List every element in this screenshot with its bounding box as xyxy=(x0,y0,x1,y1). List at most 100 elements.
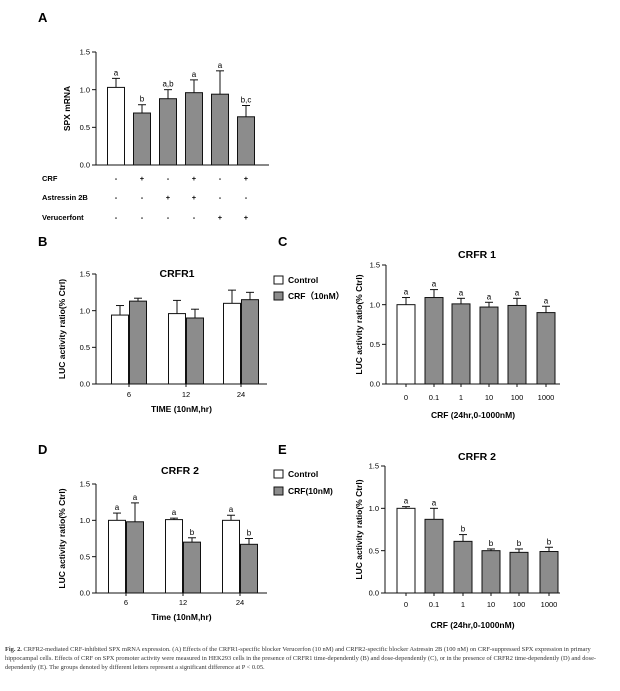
panel-e-xtick-label: 10 xyxy=(487,600,495,609)
panel-b-bar-crf xyxy=(129,300,147,385)
panel-a-sig-letter: a,b xyxy=(162,80,174,89)
panel-a-bar xyxy=(107,86,125,166)
panel-d-ytick-label: 0.5 xyxy=(80,552,90,561)
panel-e-xtick-label: 1000 xyxy=(541,600,558,609)
figure-canvas: A 0.0 0.5 1.0 1.5 SPX mRNA a b a,b a a b,c CRF - + - + - +… xyxy=(38,10,560,630)
panel-d-sig-letter: b xyxy=(190,528,195,537)
panel-c-sig-letter: a xyxy=(404,288,409,297)
panel-c-xtick-label: 0 xyxy=(404,393,408,402)
panel-e-title: CRFR 2 xyxy=(458,451,496,463)
panel-e-bar xyxy=(509,551,529,594)
panel-e-ytick-label: 0.0 xyxy=(369,589,379,598)
panel-d-legend-label: CRF(10nM) xyxy=(288,486,333,496)
panel-c-xtick-label: 1 xyxy=(459,393,463,402)
caption-label: Fig. 2. xyxy=(5,646,22,653)
panel-e-ytick-label: 1.0 xyxy=(369,504,379,513)
panel-b-ytick-label: 1.0 xyxy=(80,306,90,315)
panel-a-letter: A xyxy=(38,10,48,25)
panel-b-xlabel: TIME (10nM,hr) xyxy=(151,404,212,414)
panel-a-ytick-label: 0.5 xyxy=(80,123,90,132)
panel-a-condition-mark: - xyxy=(245,193,248,202)
panel-c-sig-letter: a xyxy=(432,280,437,289)
panel-c-xtick-label: 0.1 xyxy=(429,393,439,402)
panel-b-bar-crf xyxy=(186,317,204,385)
panel-c-bar xyxy=(396,304,416,385)
panel-e-ylabel: LUC activity ratio(% Ctrl) xyxy=(354,479,364,579)
panel-a-condition-mark: - xyxy=(141,193,144,202)
panel-d-legend-swatch-control xyxy=(273,469,284,479)
panel-c-bar xyxy=(536,312,556,385)
panel-b-xtick-label: 24 xyxy=(237,390,245,399)
panel-a-condition-mark: + xyxy=(140,174,145,183)
panel-d-xtick-label: 6 xyxy=(124,598,128,607)
panel-a-condition-mark: + xyxy=(166,193,171,202)
panel-e-ytick-label: 1.5 xyxy=(369,462,379,471)
panel-e-bar xyxy=(453,540,473,594)
panel-b-ytick-label: 0.0 xyxy=(80,380,90,389)
panel-d-xtick-label: 12 xyxy=(179,598,187,607)
panel-c-letter: C xyxy=(278,234,288,249)
panel-e-letter: E xyxy=(278,442,287,457)
panel-a-bar xyxy=(159,98,177,166)
panel-b-bar-control xyxy=(223,302,241,385)
panel-e-sig-letter: a xyxy=(432,498,437,507)
panel-b-legend-label: CRF（10nM） xyxy=(288,291,344,301)
panel-c-sig-letter: a xyxy=(515,288,520,297)
panel-a-ytick-label: 1.0 xyxy=(80,85,90,94)
panel-b-bar-control xyxy=(111,314,129,385)
panel-c-ytick-label: 0.5 xyxy=(370,340,380,349)
panel-d-title: CRFR 2 xyxy=(161,465,199,477)
panel-c-ytick-label: 0.0 xyxy=(370,380,380,389)
panel-a-condition-mark: - xyxy=(115,213,118,222)
panel-a-bar xyxy=(133,112,151,166)
panel-e-ytick-label: 0.5 xyxy=(369,546,379,555)
panel-d-ylabel: LUC activity ratio(% Ctrl) xyxy=(57,488,67,588)
panel-e-xtick-label: 0 xyxy=(404,600,408,609)
panel-c-xtick-label: 10 xyxy=(485,393,493,402)
panel-a-sig-letter: a xyxy=(192,70,197,79)
panel-d-bar-control xyxy=(108,519,126,594)
panel-b-ylabel: LUC activity ratio(% Ctrl) xyxy=(57,279,67,379)
panel-c-title: CRFR 1 xyxy=(458,249,496,261)
panel-a-condition-mark: - xyxy=(141,213,144,222)
panel-a-condition-mark: + xyxy=(192,174,197,183)
panel-c-ytick-label: 1.0 xyxy=(370,300,380,309)
panel-e-xtick-label: 100 xyxy=(513,600,526,609)
panel-b-bar-crf xyxy=(241,299,259,385)
panel-d-ytick-label: 1.0 xyxy=(80,516,90,525)
panel-e-sig-letter: b xyxy=(461,525,466,534)
panel-b-letter: B xyxy=(38,234,47,249)
panel-d-legend-label: Control xyxy=(288,469,318,479)
panel-d-sig-letter: a xyxy=(229,505,234,514)
panel-d-bar-control xyxy=(222,519,240,594)
panel-a-condition-mark: - xyxy=(219,174,222,183)
panel-d-bar-crf xyxy=(240,543,258,594)
panel-a-bar xyxy=(211,93,229,166)
panel-c-sig-letter: a xyxy=(544,296,549,305)
panel-b-ytick-label: 0.5 xyxy=(80,343,90,352)
panel-c-sig-letter: a xyxy=(487,292,492,301)
panel-b-ytick-label: 1.5 xyxy=(80,270,90,279)
panel-a-sig-letter: b,c xyxy=(241,95,252,104)
panel-e-xlabel: CRF (24hr,0-1000nM) xyxy=(430,620,514,630)
panel-c-ylabel: LUC activity ratio(% Ctrl) xyxy=(354,274,364,374)
panel-e-sig-letter: a xyxy=(404,497,409,506)
panel-b-title: CRFR1 xyxy=(159,268,194,280)
panel-e-xtick-label: 1 xyxy=(461,600,465,609)
panel-b-legend-swatch-control xyxy=(273,275,284,285)
figure-caption: Fig. 2. CRFR2-mediated CRF-inhibited SPX… xyxy=(5,645,613,672)
panel-a-condition-mark: + xyxy=(244,174,249,183)
panel-a-condition-mark: - xyxy=(193,213,196,222)
panel-b-bar-control xyxy=(168,313,186,385)
panel-e-bar xyxy=(539,551,559,594)
panel-c-sig-letter: a xyxy=(459,288,464,297)
panel-a-sig-letter: a xyxy=(114,68,119,77)
panel-d-ytick-label: 0.0 xyxy=(80,589,90,598)
panel-a-sig-letter: b xyxy=(140,95,145,104)
panel-a-bar xyxy=(237,116,255,166)
panel-a-sig-letter: a xyxy=(218,61,223,70)
panel-a-condition-mark: + xyxy=(192,193,197,202)
panel-b-xtick-label: 12 xyxy=(182,390,190,399)
panel-d-xlabel: Time (10nM,hr) xyxy=(151,612,211,622)
panel-a-condition-mark: + xyxy=(218,213,223,222)
